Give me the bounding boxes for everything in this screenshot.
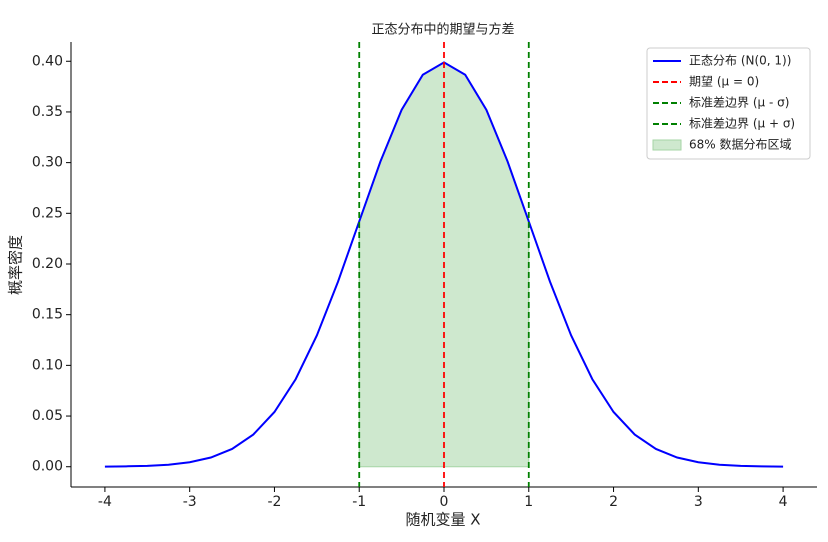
legend-box bbox=[646, 47, 811, 160]
y-tick-label: 0.05 bbox=[32, 408, 63, 424]
y-tick-label: 0.25 bbox=[32, 205, 63, 221]
x-tick-label: 3 bbox=[694, 494, 703, 510]
legend-label: 期望 (μ = 0) bbox=[689, 75, 759, 89]
legend-swatch bbox=[652, 139, 682, 151]
x-tick-label: -3 bbox=[183, 494, 197, 510]
legend-label: 标准差边界 (μ - σ) bbox=[689, 96, 789, 110]
x-tick-label: -1 bbox=[352, 494, 366, 510]
x-tick-label: -2 bbox=[267, 494, 281, 510]
y-tick-label: 0.10 bbox=[32, 357, 63, 373]
y-tick-label: 0.40 bbox=[32, 53, 63, 69]
legend-label: 68% 数据分布区域 bbox=[689, 137, 792, 152]
x-tick-label: 0 bbox=[440, 494, 449, 510]
y-tick-label: 0.15 bbox=[32, 307, 63, 323]
x-axis-label: 随机变量 X bbox=[405, 511, 480, 529]
y-tick-label: 0.20 bbox=[32, 256, 63, 272]
y-tick-label: 0.35 bbox=[32, 104, 63, 120]
chart-title: 正态分布中的期望与方差 bbox=[371, 22, 514, 38]
x-tick-label: 4 bbox=[779, 494, 788, 510]
x-tick-label: 2 bbox=[609, 494, 618, 510]
y-tick-label: 0.30 bbox=[32, 155, 63, 171]
y-axis-label: 概率密度 bbox=[7, 235, 25, 295]
legend-label: 标准差边界 (μ + σ) bbox=[689, 117, 795, 131]
y-tick-label: 0.00 bbox=[32, 459, 63, 475]
x-tick-label: 1 bbox=[524, 494, 533, 510]
legend-label: 正态分布 (N(0, 1)) bbox=[689, 54, 791, 68]
x-tick-label: -4 bbox=[98, 494, 112, 510]
